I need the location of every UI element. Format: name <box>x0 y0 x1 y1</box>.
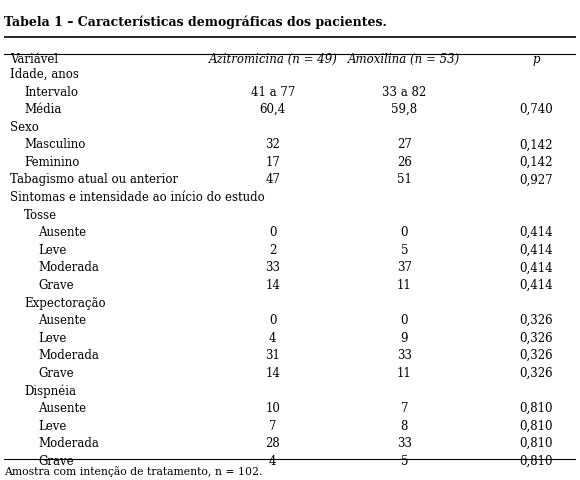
Text: Leve: Leve <box>38 331 67 344</box>
Text: 11: 11 <box>397 366 412 379</box>
Text: 33 a 82: 33 a 82 <box>382 85 426 98</box>
Text: 33: 33 <box>266 261 280 274</box>
Text: Dispnéia: Dispnéia <box>24 384 76 397</box>
Text: Azitromicina (n = 49): Azitromicina (n = 49) <box>208 53 338 66</box>
Text: 33: 33 <box>397 348 412 361</box>
Text: 0,810: 0,810 <box>519 436 553 449</box>
Text: 10: 10 <box>266 401 280 414</box>
Text: 8: 8 <box>401 419 408 432</box>
Text: 0,142: 0,142 <box>519 156 553 168</box>
Text: 0,414: 0,414 <box>519 261 553 274</box>
Text: Amostra com intenção de tratamento, n = 102.: Amostra com intenção de tratamento, n = … <box>4 465 263 476</box>
Text: Grave: Grave <box>38 278 74 291</box>
Text: 0: 0 <box>401 313 408 326</box>
Text: p: p <box>532 53 539 66</box>
Text: 17: 17 <box>266 156 280 168</box>
Text: 32: 32 <box>266 138 280 151</box>
Text: 7: 7 <box>269 419 277 432</box>
Text: Grave: Grave <box>38 454 74 467</box>
Text: 0,414: 0,414 <box>519 243 553 256</box>
Text: 27: 27 <box>397 138 412 151</box>
Text: Idade, anos: Idade, anos <box>10 68 79 81</box>
Text: 4: 4 <box>269 454 277 467</box>
Text: 11: 11 <box>397 278 412 291</box>
Text: 0,740: 0,740 <box>519 103 553 116</box>
Text: Tabela 1 – Características demográficas dos pacientes.: Tabela 1 – Características demográficas … <box>4 16 387 29</box>
Text: 47: 47 <box>266 173 280 186</box>
Text: 0,414: 0,414 <box>519 226 553 239</box>
Text: 33: 33 <box>397 436 412 449</box>
Text: 26: 26 <box>397 156 412 168</box>
Text: Tabagismo atual ou anterior: Tabagismo atual ou anterior <box>10 173 178 186</box>
Text: 31: 31 <box>266 348 280 361</box>
Text: 60,4: 60,4 <box>260 103 286 116</box>
Text: Amoxilina (n = 53): Amoxilina (n = 53) <box>348 53 461 66</box>
Text: Média: Média <box>24 103 61 116</box>
Text: Moderada: Moderada <box>38 261 99 274</box>
Text: Feminino: Feminino <box>24 156 79 168</box>
Text: 0: 0 <box>401 226 408 239</box>
Text: 14: 14 <box>266 366 280 379</box>
Text: 41 a 77: 41 a 77 <box>251 85 295 98</box>
Text: Ausente: Ausente <box>38 226 86 239</box>
Text: Masculino: Masculino <box>24 138 86 151</box>
Text: Sintomas e intensidade ao início do estudo: Sintomas e intensidade ao início do estu… <box>10 191 264 204</box>
Text: 59,8: 59,8 <box>392 103 418 116</box>
Text: Sexo: Sexo <box>10 120 39 133</box>
Text: 37: 37 <box>397 261 412 274</box>
Text: 0,326: 0,326 <box>519 313 553 326</box>
Text: 14: 14 <box>266 278 280 291</box>
Text: 0,142: 0,142 <box>519 138 553 151</box>
Text: 7: 7 <box>401 401 408 414</box>
Text: Leve: Leve <box>38 419 67 432</box>
Text: 5: 5 <box>401 243 408 256</box>
Text: Leve: Leve <box>38 243 67 256</box>
Text: Grave: Grave <box>38 366 74 379</box>
Text: Expectoração: Expectoração <box>24 296 106 309</box>
Text: 0,414: 0,414 <box>519 278 553 291</box>
Text: 0,326: 0,326 <box>519 348 553 361</box>
Text: 0,810: 0,810 <box>519 419 553 432</box>
Text: 5: 5 <box>401 454 408 467</box>
Text: Ausente: Ausente <box>38 313 86 326</box>
Text: Tosse: Tosse <box>24 208 57 221</box>
Text: Moderada: Moderada <box>38 436 99 449</box>
Text: 51: 51 <box>397 173 412 186</box>
Text: 2: 2 <box>269 243 277 256</box>
Text: Variável: Variável <box>10 53 58 66</box>
Text: 0: 0 <box>269 313 277 326</box>
Text: 0,810: 0,810 <box>519 454 553 467</box>
Text: 9: 9 <box>401 331 408 344</box>
Text: 0: 0 <box>269 226 277 239</box>
Text: 0,810: 0,810 <box>519 401 553 414</box>
Text: Moderada: Moderada <box>38 348 99 361</box>
Text: 0,927: 0,927 <box>519 173 553 186</box>
Text: 0,326: 0,326 <box>519 366 553 379</box>
Text: Ausente: Ausente <box>38 401 86 414</box>
Text: 4: 4 <box>269 331 277 344</box>
Text: 0,326: 0,326 <box>519 331 553 344</box>
Text: Intervalo: Intervalo <box>24 85 78 98</box>
Text: 28: 28 <box>266 436 280 449</box>
